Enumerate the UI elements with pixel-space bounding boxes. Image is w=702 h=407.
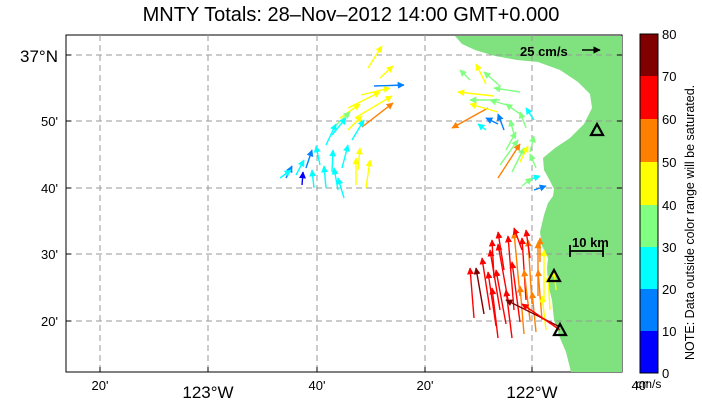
x-tick-label: 20' <box>92 378 109 393</box>
colorbar-swatch <box>640 34 658 76</box>
colorbar-tick: 80 <box>662 27 676 42</box>
colorbar-swatch <box>640 162 658 205</box>
coastline-land <box>455 36 622 372</box>
colorbar-swatch <box>640 205 658 247</box>
colorbar-tick: 70 <box>662 69 676 84</box>
y-tick-label: 20' <box>41 314 58 329</box>
graticule <box>66 35 622 372</box>
map-title: MNTY Totals: 28–Nov–2012 14:00 GMT+0.000 <box>142 4 560 26</box>
colorbar-tick: 10 <box>662 324 676 339</box>
x-tick-label: 40' <box>309 378 326 393</box>
radar-site-middle-icon <box>546 267 562 283</box>
current-vectors <box>279 45 561 339</box>
colorbar-swatch <box>640 247 658 289</box>
colorbar-tick: 0 <box>662 366 669 381</box>
colorbar-tick: 20 <box>662 282 676 297</box>
colorbar <box>639 33 659 374</box>
colorbar-tick: 40 <box>662 198 676 213</box>
y-tick-label: 30' <box>41 247 58 262</box>
y-tick-label: 50' <box>41 114 58 129</box>
colorbar-swatch <box>640 331 658 373</box>
colorbar-units: cm/s <box>636 377 661 391</box>
colorbar-swatch <box>640 119 658 162</box>
colorbar-tick: 60 <box>662 112 676 127</box>
colorbar-swatch <box>640 76 658 119</box>
scale-arrow-label: 25 cm/s <box>520 44 568 59</box>
axis-ticks <box>66 54 622 372</box>
radar-site-markers <box>546 121 605 337</box>
colorbar-tick: 50 <box>662 155 676 170</box>
saturation-note: NOTE: Data outside color range will be s… <box>683 85 697 360</box>
colorbar-swatch <box>640 289 658 331</box>
radar-site-south-icon <box>552 321 568 337</box>
colorbar-tick-labels: 0 10 20 30 40 50 60 70 80 <box>662 27 676 381</box>
scale-bar-icon <box>569 245 604 257</box>
y-tick-label: 37°N <box>20 47 58 66</box>
radar-site-north-icon <box>589 121 605 137</box>
scale-bar-label: 10 km <box>572 235 609 250</box>
x-tick-label: 122°W <box>506 383 557 402</box>
colorbar-tick: 30 <box>662 240 676 255</box>
x-tick-label: 123°W <box>182 383 233 402</box>
y-tick-label: 40' <box>41 181 58 196</box>
x-tick-label: 20' <box>417 378 434 393</box>
x-tick-label: 40' <box>632 378 649 393</box>
